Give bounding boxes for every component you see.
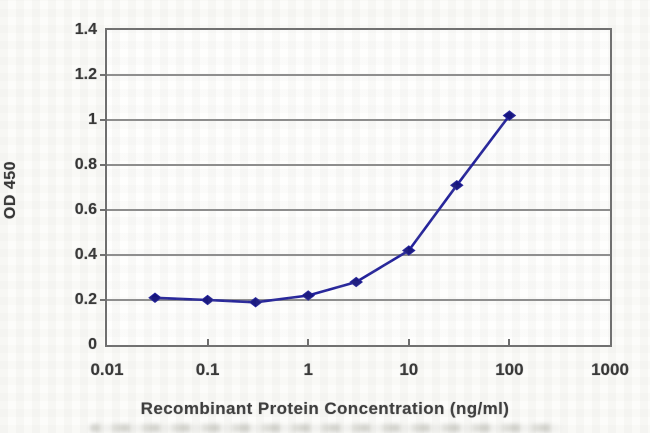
gridline-y-0.6 [107,209,610,211]
x-tick-label: 1 [303,360,313,379]
data-point-marker [502,110,517,121]
series-line [154,114,511,304]
y-tick-label: 1 [88,111,97,128]
x-axis-title: Recombinant Protein Concentration (ng/ml… [140,399,510,418]
y-tick-mark [100,74,105,76]
y-tick-mark [100,164,105,166]
data-point-marker [200,294,215,306]
x-tick-mark [307,339,310,345]
gridline-y-0.8 [107,164,610,166]
gridline-y-1.2 [107,74,610,76]
y-tick-label: 0.8 [74,156,97,173]
gridline-y-0.4 [107,254,610,256]
y-tick-label: 0 [88,336,97,353]
x-tick-label: 100 [495,360,524,379]
plot-area [105,28,612,347]
jpeg-artifact-strip [90,424,560,432]
data-point-marker [449,180,464,191]
x-tick-label: 0.1 [195,360,220,379]
x-tick-label: 10 [399,360,419,379]
y-tick-label: 0.6 [74,201,97,218]
data-point-marker [148,292,162,303]
data-point-marker [248,297,263,308]
y-axis-title: OD 450 [2,160,19,220]
gridline-y-1 [107,119,610,121]
y-tick-label: 1.4 [74,21,97,38]
y-tick-mark [100,254,105,256]
data-curve [148,110,517,308]
x-tick-mark [508,339,511,345]
y-tick-label: 0.4 [74,246,97,263]
y-tick-label: 1.2 [74,66,97,83]
x-tick-label: 0.01 [90,360,124,379]
data-point-marker [349,276,364,288]
x-tick-mark [206,339,209,345]
y-tick-mark [100,119,105,121]
x-tick-label: 1000 [591,360,629,379]
y-tick-mark [100,299,105,301]
data-point-marker [401,245,416,256]
y-tick-mark [100,209,105,211]
y-tick-label: 0.2 [74,291,97,308]
data-point-marker [301,290,316,301]
gridline-y-0.2 [107,299,610,301]
x-tick-mark [407,339,410,345]
